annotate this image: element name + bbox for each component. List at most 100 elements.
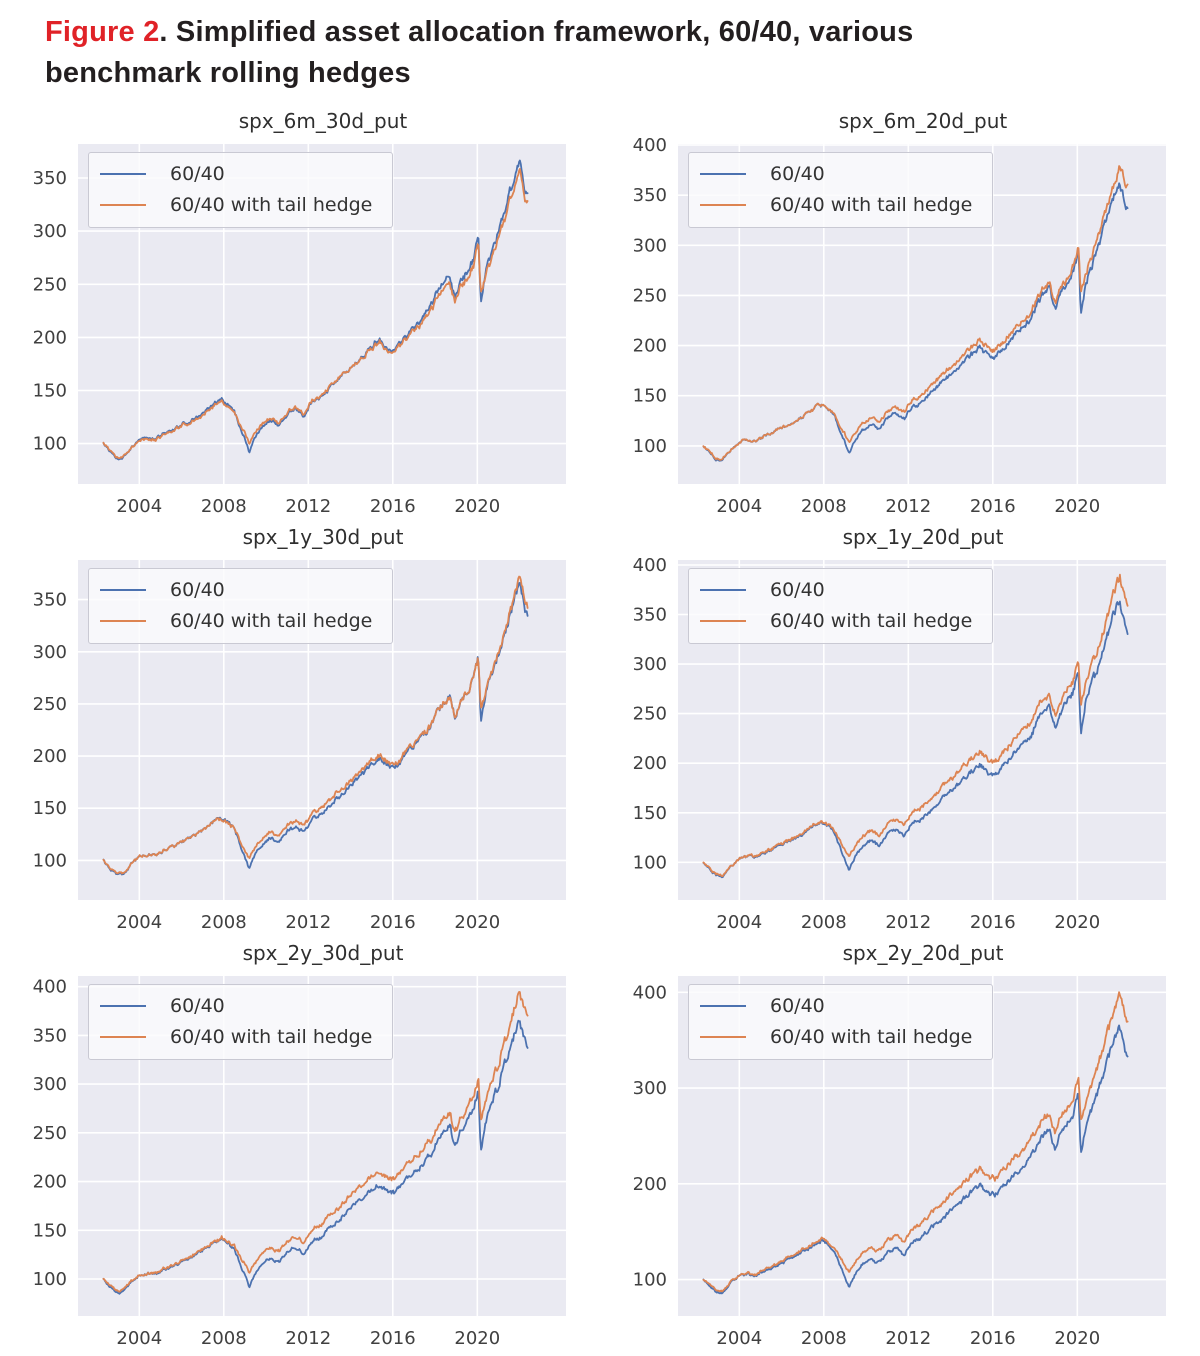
svg-text:2020: 2020 [454, 912, 500, 933]
svg-text:150: 150 [633, 803, 667, 824]
svg-text:150: 150 [33, 1220, 67, 1241]
figure-label: Figure 2 [45, 16, 160, 48]
svg-text:2004: 2004 [116, 1328, 162, 1349]
chart-title: spx_6m_20d_put [838, 109, 1008, 133]
svg-text:2012: 2012 [885, 912, 931, 933]
svg-text:2020: 2020 [454, 496, 500, 517]
svg-text:250: 250 [33, 274, 67, 295]
legend: 60/40 60/40 with tail hedge [88, 984, 394, 1060]
svg-text:300: 300 [633, 235, 667, 256]
svg-text:200: 200 [633, 753, 667, 774]
svg-text:2004: 2004 [716, 496, 762, 517]
legend-label: 60/40 with tail hedge [770, 1026, 973, 1048]
chart-title: spx_2y_30d_put [242, 941, 404, 965]
legend: 60/40 60/40 with tail hedge [88, 152, 394, 228]
figure-caption: Figure 2. Simplified asset allocation fr… [0, 0, 1200, 94]
svg-text:350: 350 [633, 605, 667, 626]
svg-text:2012: 2012 [885, 496, 931, 517]
svg-text:100: 100 [33, 434, 67, 455]
chart-panel-spx-1y-30d-put: spx_1y_30d_put 100 150 200 250 300 350 2004 200… [0, 524, 600, 940]
legend-line-60-40-icon [100, 589, 146, 591]
legend-line-tail-hedge-icon [700, 620, 746, 622]
svg-text:2016: 2016 [370, 496, 416, 517]
chart-panel-spx-1y-20d-put: spx_1y_20d_put 100 150 200 250 300 350 400 2004… [600, 524, 1200, 940]
svg-text:300: 300 [633, 654, 667, 675]
chart-grid: spx_6m_30d_put 100 150 200 250 300 350 2004 200… [0, 108, 1200, 1356]
svg-text:300: 300 [33, 642, 67, 663]
svg-text:2008: 2008 [801, 496, 847, 517]
svg-text:100: 100 [633, 852, 667, 873]
legend-line-tail-hedge-icon [700, 204, 746, 206]
svg-text:2004: 2004 [716, 912, 762, 933]
svg-text:2008: 2008 [201, 912, 247, 933]
svg-text:400: 400 [633, 135, 667, 156]
svg-text:400: 400 [633, 982, 667, 1003]
legend-item: 60/40 [100, 162, 372, 186]
legend-label: 60/40 [170, 995, 225, 1017]
legend-line-tail-hedge-icon [100, 1036, 146, 1038]
svg-text:2016: 2016 [370, 912, 416, 933]
svg-text:350: 350 [33, 1025, 67, 1046]
line-chart: 100 150 200 250 300 350 400 2004 2008 2012 2016 202… [633, 555, 1166, 933]
legend-label: 60/40 with tail hedge [770, 610, 973, 632]
svg-text:350: 350 [33, 590, 67, 611]
legend-item: 60/40 with tail hedge [700, 193, 972, 217]
legend-line-tail-hedge-icon [100, 620, 146, 622]
chart-title: spx_1y_30d_put [242, 525, 404, 549]
legend-item: 60/40 with tail hedge [100, 609, 372, 633]
svg-text:2008: 2008 [201, 1328, 247, 1349]
legend-item: 60/40 [700, 578, 972, 602]
svg-text:200: 200 [33, 746, 67, 767]
svg-text:250: 250 [33, 694, 67, 715]
svg-text:150: 150 [33, 798, 67, 819]
svg-text:2008: 2008 [801, 1328, 847, 1349]
svg-text:100: 100 [33, 1269, 67, 1290]
svg-text:150: 150 [33, 381, 67, 402]
legend-label: 60/40 [770, 995, 825, 1017]
legend-label: 60/40 with tail hedge [170, 1026, 373, 1048]
svg-text:350: 350 [33, 168, 67, 189]
legend: 60/40 60/40 with tail hedge [688, 152, 994, 228]
svg-text:250: 250 [633, 704, 667, 725]
legend-line-tail-hedge-icon [700, 1036, 746, 1038]
svg-text:2012: 2012 [285, 496, 331, 517]
legend-line-60-40-icon [100, 1005, 146, 1007]
figure-title-line2: benchmark rolling hedges [45, 57, 411, 90]
svg-text:2020: 2020 [454, 1328, 500, 1349]
legend-item: 60/40 [100, 578, 372, 602]
chart-title: spx_1y_20d_put [842, 525, 1004, 549]
legend-label: 60/40 with tail hedge [170, 610, 373, 632]
legend-label: 60/40 [770, 163, 825, 185]
svg-text:2020: 2020 [1054, 1328, 1100, 1349]
svg-text:2020: 2020 [1054, 496, 1100, 517]
svg-text:300: 300 [633, 1078, 667, 1099]
svg-text:100: 100 [33, 850, 67, 871]
figure-caption-line1: Figure 2. Simplified asset allocation fr… [45, 12, 1170, 53]
svg-text:150: 150 [633, 386, 667, 407]
legend-line-60-40-icon [700, 173, 746, 175]
legend-item: 60/40 with tail hedge [700, 609, 972, 633]
legend-line-60-40-icon [700, 589, 746, 591]
svg-text:400: 400 [633, 555, 667, 576]
svg-text:200: 200 [633, 1174, 667, 1195]
svg-text:2012: 2012 [285, 912, 331, 933]
svg-text:2016: 2016 [970, 1328, 1016, 1349]
svg-text:2012: 2012 [285, 1328, 331, 1349]
figure-title-line1: . Simplified asset allocation framework,… [159, 16, 914, 48]
svg-text:2016: 2016 [970, 912, 1016, 933]
chart-title: spx_2y_20d_put [842, 941, 1004, 965]
chart-panel-spx-2y-30d-put: spx_2y_30d_put 100 150 200 250 300 350 400 2004… [0, 940, 600, 1356]
legend-item: 60/40 with tail hedge [100, 193, 372, 217]
svg-text:200: 200 [33, 1172, 67, 1193]
legend-label: 60/40 with tail hedge [770, 194, 973, 216]
svg-text:100: 100 [633, 436, 667, 457]
legend: 60/40 60/40 with tail hedge [688, 568, 994, 644]
legend: 60/40 60/40 with tail hedge [88, 568, 394, 644]
svg-text:2016: 2016 [970, 496, 1016, 517]
legend-item: 60/40 with tail hedge [700, 1025, 972, 1049]
chart-title: spx_6m_30d_put [238, 109, 408, 133]
svg-text:2004: 2004 [116, 496, 162, 517]
legend-item: 60/40 [100, 994, 372, 1018]
svg-text:300: 300 [33, 1074, 67, 1095]
